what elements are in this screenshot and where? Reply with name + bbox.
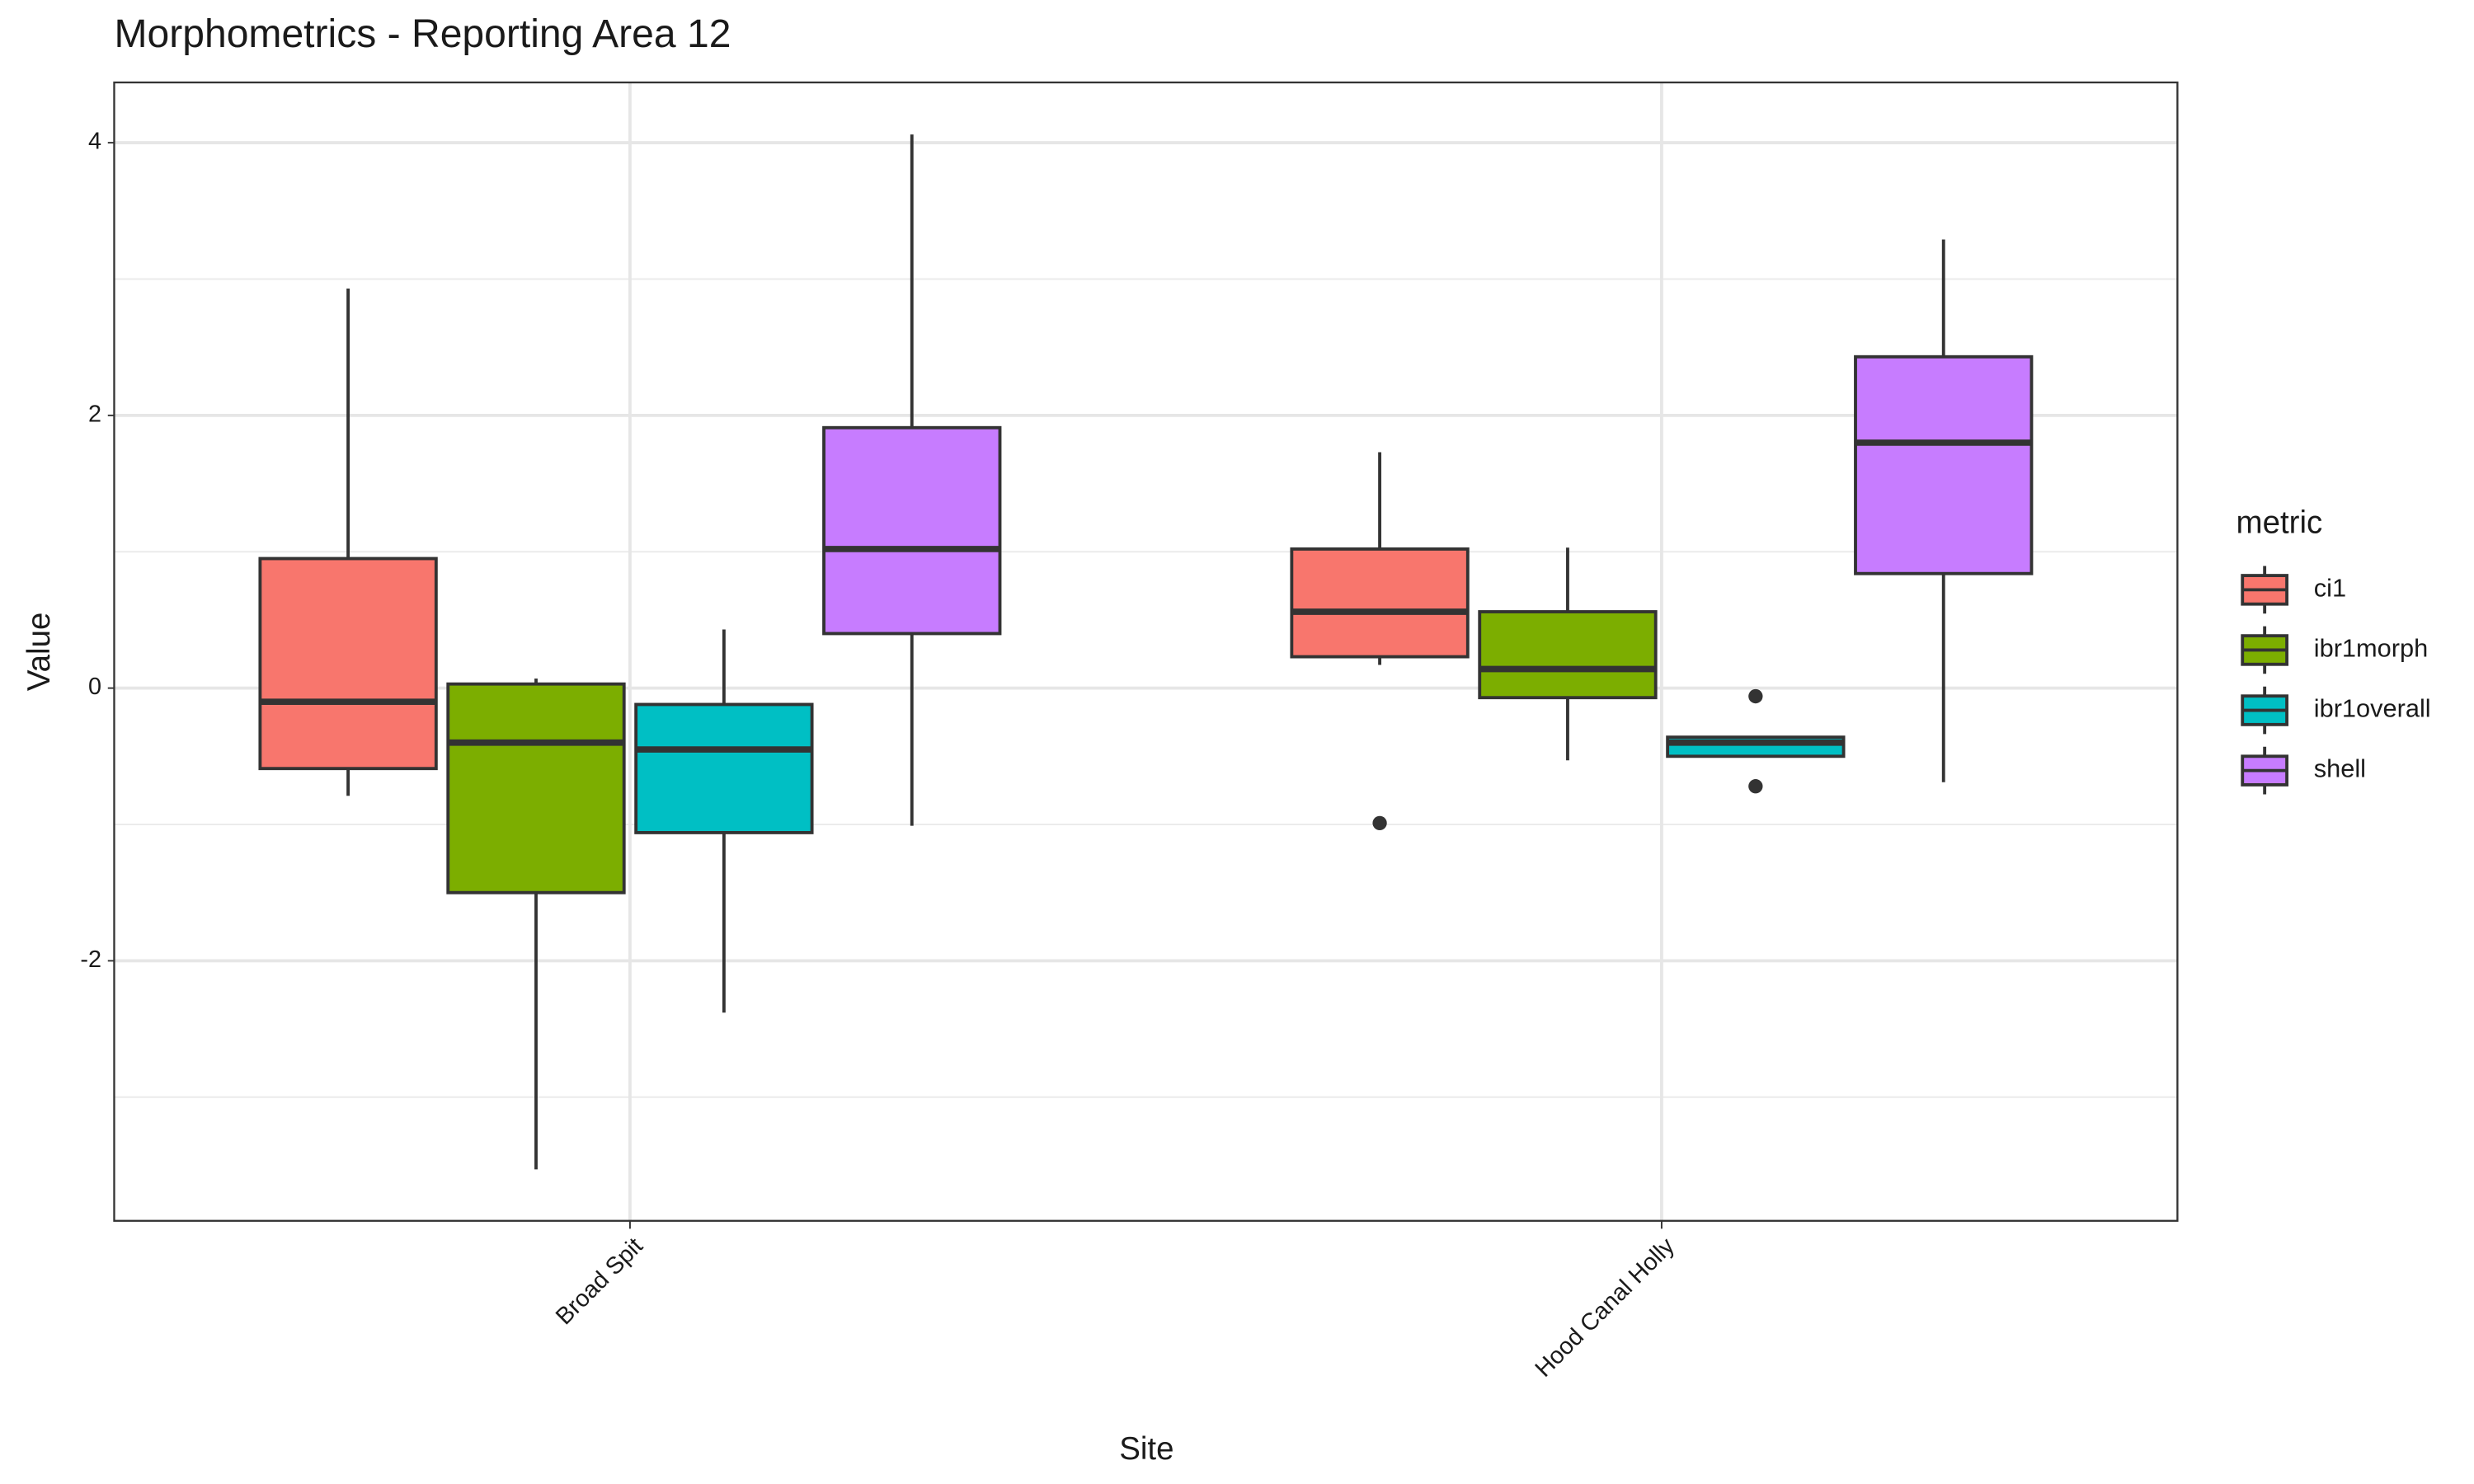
- legend-label: ci1: [2314, 574, 2346, 603]
- y-tick-label: 4: [88, 129, 101, 155]
- chart-title: Morphometrics - Reporting Area 12: [114, 12, 731, 56]
- box: [258, 556, 438, 771]
- panel-border: [113, 81, 2179, 1222]
- y-axis-title: Value: [21, 613, 57, 692]
- outlier: [1372, 815, 1387, 831]
- box: [1854, 355, 2034, 575]
- outlier: [1748, 688, 1763, 704]
- legend-label: ibr1overall: [2314, 694, 2431, 723]
- y-tick-label: -2: [80, 946, 101, 973]
- y-tick-label: 0: [88, 674, 101, 700]
- y-tick-label: 2: [88, 401, 101, 427]
- outlier: [1748, 779, 1763, 794]
- box: [1290, 547, 1470, 659]
- box: [822, 425, 1002, 636]
- legend-title: metric: [2236, 505, 2323, 541]
- legend-label: ibr1morph: [2314, 634, 2428, 663]
- box: [1478, 610, 1658, 700]
- x-axis-title: Site: [1119, 1431, 1174, 1467]
- box: [634, 702, 814, 834]
- box: [446, 682, 626, 895]
- legend-label: shell: [2314, 754, 2366, 783]
